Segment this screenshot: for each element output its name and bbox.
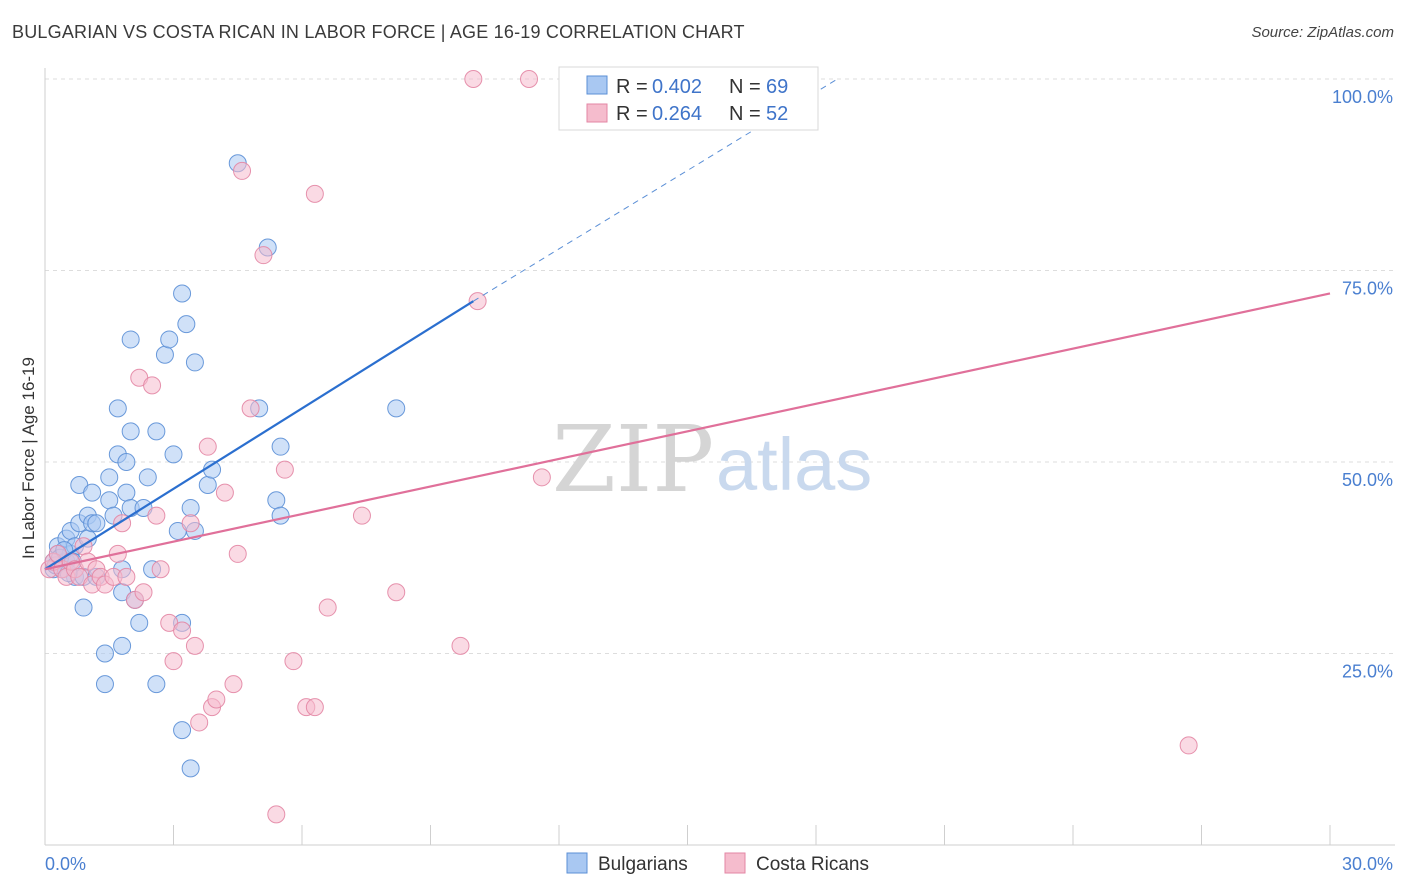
bulgarian-point — [87, 514, 106, 533]
costa-rican-point — [352, 506, 371, 525]
y-axis-title: In Labor Force | Age 16-19 — [19, 357, 38, 559]
costa-rican-point — [532, 468, 551, 487]
watermark-atlas: atlas — [716, 423, 872, 506]
bottom-legend-label-bulgarians: Bulgarians — [598, 854, 688, 875]
bulgarian-point — [387, 399, 406, 418]
bulgarian-point — [100, 468, 119, 487]
bulgarian-point — [173, 721, 192, 740]
costa-rican-point — [198, 437, 217, 456]
bulgarian-point — [108, 399, 127, 418]
costa-rican-point — [215, 483, 234, 502]
bottom-legend-swatch-bulgarians — [566, 852, 588, 874]
bulgarian-point — [95, 644, 114, 663]
legend-swatch-bulgarians — [586, 75, 608, 95]
bulgarian-point — [173, 284, 192, 303]
bulgarian-point — [185, 353, 204, 372]
bulgarian-point — [164, 445, 183, 464]
legend-n-label-1: N = — [729, 76, 761, 98]
legend-r-value-2: 0.264 — [652, 103, 702, 125]
bulgarian-point — [100, 491, 119, 510]
bottom-legend: Bulgarians Costa Ricans — [566, 852, 869, 875]
bulgarian-point — [181, 498, 200, 517]
costa-rican-point — [318, 598, 337, 617]
costa-rican-point — [233, 161, 252, 180]
bulgarian-point — [121, 422, 140, 441]
costa-rican-point — [254, 246, 273, 265]
x-tick-label: 0.0% — [45, 854, 86, 874]
bulgarian-trend-line — [44, 300, 474, 571]
costa-rican-point — [228, 544, 247, 563]
chart-title: BULGARIAN VS COSTA RICAN IN LABOR FORCE … — [12, 22, 745, 42]
watermark-zip: ZIP — [552, 406, 714, 513]
costa-rican-point — [181, 514, 200, 533]
legend-n-label-2: N = — [729, 103, 761, 125]
bottom-legend-swatch-costa-ricans — [724, 852, 746, 874]
costa-rican-point — [151, 560, 170, 579]
costa-rican-point — [275, 460, 294, 479]
bulgarian-point — [147, 422, 166, 441]
costa-rican-point — [387, 583, 406, 602]
bulgarian-point — [130, 613, 149, 632]
bulgarian-point — [271, 437, 290, 456]
y-tick-label: 75.0% — [1342, 279, 1393, 299]
costa-rican-point — [164, 652, 183, 671]
costa-rican-point — [207, 690, 226, 709]
legend-swatch-costa-ricans — [586, 103, 608, 123]
bulgarian-point — [181, 759, 200, 778]
bulgarian-point — [117, 483, 136, 502]
x-tick-label: 30.0% — [1342, 854, 1393, 874]
costa-rican-point — [173, 621, 192, 640]
source-credit: Source: ZipAtlas.com — [1251, 24, 1394, 41]
costa-rican-point — [305, 698, 324, 717]
costa-rican-point — [1179, 736, 1198, 755]
bulgarian-point — [74, 598, 93, 617]
watermark: ZIP atlas — [552, 406, 872, 513]
ticks-layer: 25.0% 50.0% 75.0% 100.0% 0.0% 30.0% — [45, 87, 1393, 874]
bulgarian-point — [95, 675, 114, 694]
costa-rican-point — [224, 675, 243, 694]
y-tick-label: 25.0% — [1342, 662, 1393, 682]
axes-layer — [44, 68, 1395, 846]
bulgarian-point — [83, 483, 102, 502]
legend-r-value-1: 0.402 — [652, 76, 702, 98]
costa-rican-point — [117, 567, 136, 586]
bulgarian-point — [121, 330, 140, 349]
points-layer — [40, 70, 1198, 824]
legend-n-value-1: 69 — [766, 76, 788, 98]
legend-r-label-1: R = — [616, 76, 648, 98]
bulgarian-point — [267, 491, 286, 510]
legend-n-value-2: 52 — [766, 103, 788, 125]
costa-rican-point — [520, 70, 539, 88]
y-tick-label: 50.0% — [1342, 470, 1393, 490]
costa-rican-point — [143, 376, 162, 395]
costa-rican-point — [464, 70, 483, 88]
bulgarian-point — [147, 675, 166, 694]
bulgarian-point — [198, 475, 217, 494]
bulgarian-point — [138, 468, 157, 487]
bulgarian-point — [117, 453, 136, 471]
costa-rican-point — [134, 583, 153, 602]
costa-rican-trend-line — [44, 292, 1331, 571]
y-tick-label: 100.0% — [1332, 87, 1393, 107]
costa-rican-point — [190, 713, 209, 732]
costa-rican-point — [147, 506, 166, 525]
legend-r-label-2: R = — [616, 103, 648, 125]
bulgarian-point — [113, 636, 132, 655]
costa-rican-point — [241, 399, 260, 418]
bulgarian-point — [160, 330, 179, 349]
bulgarian-point — [177, 315, 196, 334]
bulgarian-point — [271, 506, 290, 525]
bottom-legend-label-costa-ricans: Costa Ricans — [756, 854, 869, 875]
costa-rican-point — [305, 184, 324, 203]
bulgarian-point — [155, 345, 174, 364]
costa-rican-point — [267, 805, 286, 824]
costa-rican-point — [468, 292, 487, 311]
costa-rican-point — [185, 636, 204, 655]
costa-rican-point — [284, 652, 303, 671]
legend-box: R = 0.402 N = 69 R = 0.264 N = 52 — [558, 66, 819, 131]
costa-rican-point — [451, 636, 470, 655]
